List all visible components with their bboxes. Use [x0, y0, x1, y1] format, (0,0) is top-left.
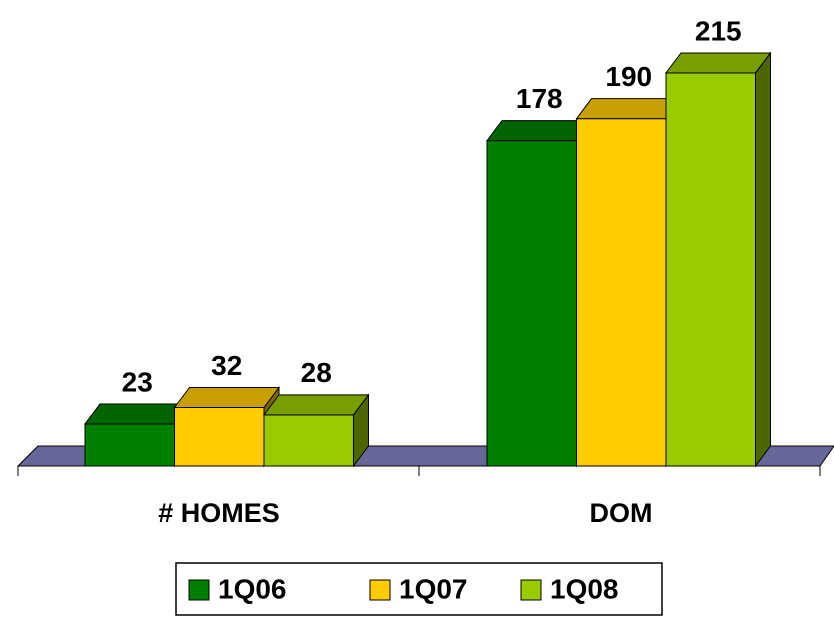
bar-top: [575, 98, 682, 120]
bar-top: [665, 52, 772, 74]
data-label: 215: [695, 15, 742, 46]
bar: [665, 72, 756, 467]
bar-top: [173, 387, 280, 409]
data-label: 32: [211, 350, 242, 381]
data-label: 178: [516, 83, 563, 114]
legend-label: 1Q07: [399, 573, 468, 604]
data-label: 190: [605, 61, 652, 92]
legend: [175, 562, 663, 616]
bar-top: [263, 394, 370, 416]
x-tick-label: DOM: [590, 498, 653, 528]
bar: [263, 414, 354, 467]
data-label: 23: [122, 366, 153, 397]
bar-top: [84, 403, 191, 425]
bar: [84, 423, 175, 467]
bar: [576, 118, 667, 467]
bar-top: [486, 120, 593, 142]
legend-label: 1Q08: [550, 573, 619, 604]
legend-swatch: [520, 579, 542, 601]
bar-side: [755, 51, 771, 468]
legend-label: 1Q06: [218, 573, 287, 604]
bar: [174, 407, 265, 467]
bar: [486, 140, 577, 467]
data-label: 28: [301, 357, 332, 388]
x-tick-label: # HOMES: [158, 498, 280, 528]
legend-swatch: [188, 579, 210, 601]
legend-swatch: [369, 579, 391, 601]
